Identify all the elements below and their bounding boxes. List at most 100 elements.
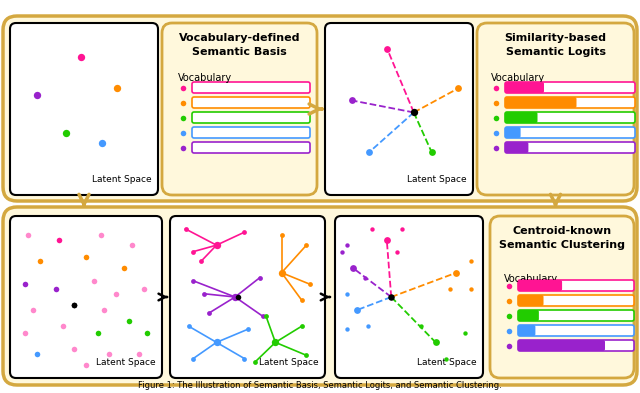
Text: Vocabulary-defined: Vocabulary-defined — [179, 33, 300, 43]
Point — [342, 326, 352, 332]
Point — [127, 242, 137, 248]
Point — [381, 237, 392, 243]
Point — [270, 339, 280, 345]
Point — [382, 46, 392, 52]
Point — [491, 114, 501, 121]
Point — [364, 149, 374, 155]
Point — [445, 286, 456, 292]
Point — [239, 229, 250, 235]
Point — [491, 99, 501, 106]
Point — [134, 351, 145, 357]
Point — [504, 298, 514, 304]
Point — [346, 97, 356, 103]
Point — [119, 265, 129, 271]
Point — [93, 329, 103, 336]
Point — [20, 329, 30, 336]
Text: Latent Space: Latent Space — [417, 358, 477, 367]
Point — [178, 129, 188, 136]
Point — [342, 242, 352, 248]
Point — [28, 307, 38, 313]
Point — [180, 226, 191, 232]
Point — [491, 129, 501, 136]
Point — [261, 313, 271, 320]
Point — [276, 232, 287, 239]
Point — [360, 274, 370, 281]
Point — [211, 242, 221, 248]
FancyBboxPatch shape — [518, 295, 634, 306]
Text: Latent Space: Latent Space — [408, 175, 467, 184]
Point — [392, 248, 403, 255]
Point — [466, 286, 476, 292]
Text: Semantic Clustering: Semantic Clustering — [499, 240, 625, 250]
Point — [409, 109, 419, 116]
Point — [397, 226, 407, 232]
Point — [124, 318, 134, 325]
Point — [255, 274, 265, 281]
Point — [362, 323, 372, 329]
Point — [178, 84, 188, 91]
FancyBboxPatch shape — [505, 127, 635, 138]
Point — [178, 114, 188, 121]
Point — [243, 326, 253, 332]
FancyBboxPatch shape — [490, 216, 634, 378]
FancyBboxPatch shape — [192, 127, 310, 138]
FancyBboxPatch shape — [192, 82, 310, 93]
Point — [141, 329, 152, 336]
Point — [178, 99, 188, 106]
FancyBboxPatch shape — [505, 127, 520, 138]
Point — [453, 85, 463, 92]
Point — [239, 355, 250, 362]
Point — [301, 352, 312, 358]
Point — [250, 359, 260, 365]
FancyBboxPatch shape — [518, 310, 539, 321]
Point — [431, 339, 441, 345]
Text: Similarity-based: Similarity-based — [504, 33, 607, 43]
Point — [54, 237, 64, 243]
FancyBboxPatch shape — [518, 310, 634, 321]
FancyBboxPatch shape — [3, 16, 637, 201]
Point — [342, 290, 352, 297]
Point — [491, 84, 501, 91]
Point — [305, 281, 315, 287]
Point — [276, 270, 287, 276]
Text: Centroid-known: Centroid-known — [513, 226, 612, 236]
Point — [51, 286, 61, 292]
Point — [348, 265, 358, 271]
Point — [416, 323, 426, 329]
Point — [81, 253, 91, 260]
Point — [258, 313, 268, 320]
FancyBboxPatch shape — [518, 340, 634, 351]
Point — [32, 351, 42, 357]
FancyBboxPatch shape — [505, 142, 529, 153]
Text: Vocabulary: Vocabulary — [491, 73, 545, 83]
Point — [204, 310, 214, 316]
Point — [23, 232, 33, 239]
FancyBboxPatch shape — [10, 23, 158, 195]
Point — [188, 355, 198, 362]
Point — [466, 258, 476, 264]
FancyBboxPatch shape — [505, 112, 538, 123]
Point — [35, 258, 45, 264]
Point — [139, 286, 149, 292]
Point — [386, 294, 396, 300]
Point — [233, 294, 243, 300]
FancyBboxPatch shape — [518, 280, 562, 291]
Point — [111, 290, 122, 297]
FancyBboxPatch shape — [325, 23, 473, 195]
Point — [20, 281, 30, 287]
FancyBboxPatch shape — [335, 216, 483, 378]
Point — [81, 362, 91, 368]
Point — [199, 290, 209, 297]
Point — [296, 297, 307, 303]
FancyBboxPatch shape — [505, 82, 635, 93]
Point — [352, 307, 362, 313]
Point — [426, 149, 436, 155]
Point — [104, 351, 114, 357]
FancyBboxPatch shape — [518, 325, 634, 336]
Text: Semantic Basis: Semantic Basis — [192, 47, 287, 57]
FancyBboxPatch shape — [3, 207, 637, 385]
FancyBboxPatch shape — [192, 112, 310, 123]
Text: Latent Space: Latent Space — [92, 175, 152, 184]
Text: Latent Space: Latent Space — [97, 358, 156, 367]
FancyBboxPatch shape — [518, 295, 543, 306]
